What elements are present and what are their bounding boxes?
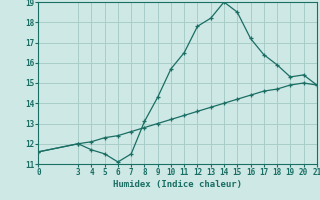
X-axis label: Humidex (Indice chaleur): Humidex (Indice chaleur) <box>113 180 242 189</box>
